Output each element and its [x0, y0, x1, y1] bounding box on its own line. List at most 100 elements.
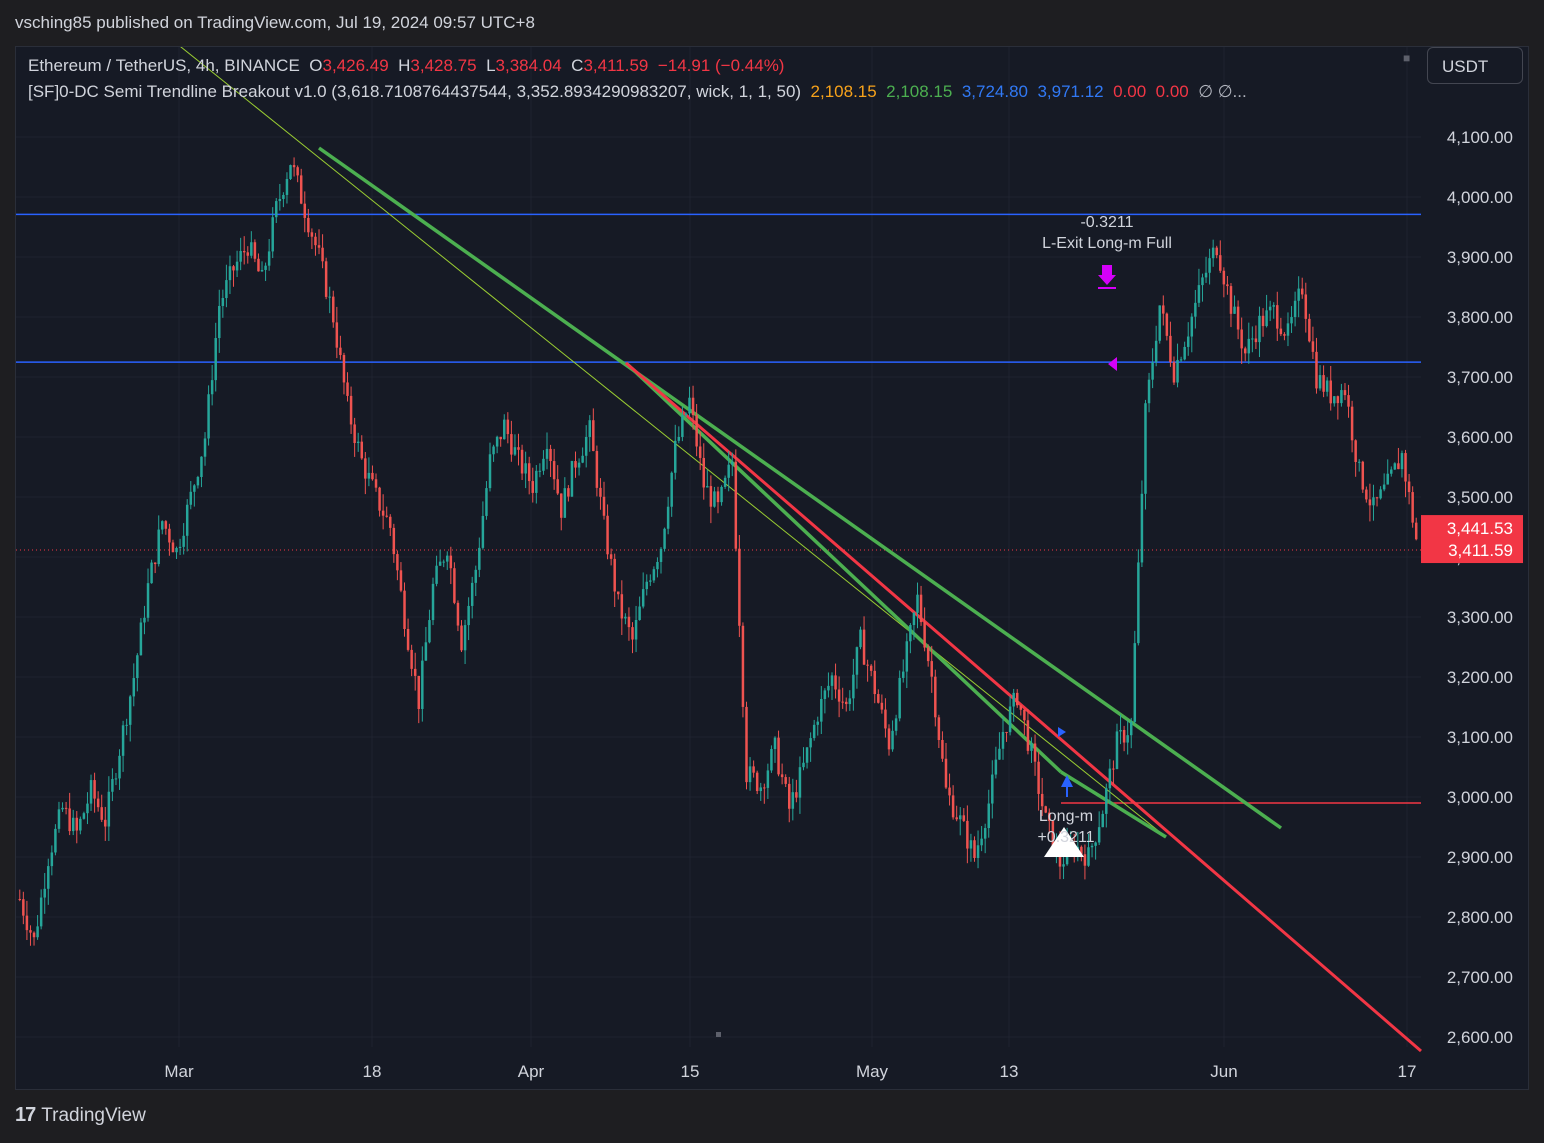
candle-body — [100, 807, 103, 820]
candle-body — [150, 562, 153, 584]
price-chart[interactable]: -0.3211 L-Exit Long-m Full Long-m +0.3211 4… — [16, 47, 1528, 1089]
y-tick-label: 3,200.00 — [1447, 668, 1513, 687]
candle-body — [438, 561, 442, 566]
entry-size-label: +0.3211 — [1037, 829, 1094, 846]
candle-body — [214, 338, 217, 381]
candle-body — [47, 866, 50, 889]
candle-body — [859, 629, 862, 648]
indicator-value-2: 2,108.15 — [886, 82, 953, 101]
candle-body — [909, 625, 912, 642]
candle-body — [1222, 270, 1226, 285]
candle-body — [1090, 845, 1094, 848]
candle-body — [210, 380, 214, 395]
candle-body — [563, 488, 567, 518]
candle-body — [1393, 463, 1397, 470]
published-info: vsching85 published on TradingView.com, … — [15, 13, 535, 32]
candle-body — [1033, 743, 1037, 762]
candle-body — [1133, 643, 1137, 722]
candle-body — [1062, 864, 1065, 867]
candle-body — [506, 419, 510, 435]
candle-body — [937, 717, 941, 741]
indicator-legend[interactable]: [SF]0-DC Semi Trendline Breakout v1.0 (3… — [28, 82, 1247, 102]
open-value: 3,426.49 — [322, 56, 389, 75]
x-tick-label: 13 — [1000, 1062, 1019, 1081]
candle-body — [1283, 334, 1286, 336]
candle-body — [1140, 493, 1144, 563]
candle-body — [1172, 362, 1176, 383]
candle-body — [185, 504, 189, 536]
candle-body — [332, 296, 335, 323]
candle-body — [969, 840, 973, 849]
candle-body — [96, 798, 100, 808]
candle-body — [1126, 735, 1129, 743]
symbol-label[interactable]: Ethereum / TetherUS, 4h, BINANCE — [28, 56, 300, 75]
candle-body — [798, 767, 802, 798]
candle-body — [1293, 300, 1297, 318]
candle-body — [1254, 338, 1258, 343]
candle-body — [588, 420, 592, 437]
candle-body — [1386, 473, 1389, 485]
candle-body — [314, 236, 317, 246]
candle-body — [1208, 258, 1211, 273]
candle-body — [1023, 709, 1026, 721]
candle-body — [79, 818, 82, 831]
candle-body — [641, 589, 645, 607]
candle-body — [1162, 305, 1165, 314]
candle-body — [620, 594, 624, 619]
candle-body — [677, 436, 681, 441]
candle-body — [520, 449, 524, 474]
candle-body — [299, 175, 303, 204]
candle-body — [1197, 285, 1201, 303]
tradingview-brand[interactable]: TradingView — [41, 1104, 146, 1126]
candle-body — [1343, 390, 1347, 396]
candle-body — [1240, 329, 1243, 349]
candle-body — [1300, 288, 1304, 295]
candle-body — [880, 702, 884, 710]
candle-body — [1297, 288, 1300, 301]
candle-body — [581, 455, 584, 463]
candle-body — [1318, 375, 1322, 389]
currency-button[interactable]: USDT — [1427, 47, 1523, 84]
candle-body — [1276, 305, 1279, 329]
candle-body — [802, 762, 805, 768]
candle-body — [303, 203, 307, 218]
candle-body — [1204, 272, 1208, 278]
candle-body — [684, 413, 688, 416]
exit-arrow-icon — [1098, 265, 1116, 285]
candle-body — [1272, 305, 1275, 307]
more-icon[interactable]: ■ — [1403, 51, 1411, 65]
candle-body — [449, 555, 453, 569]
candle-body — [1407, 481, 1411, 493]
candle-body — [495, 436, 499, 447]
x-tick-label: 15 — [681, 1062, 700, 1081]
candle-body — [659, 548, 663, 562]
candle-body — [178, 546, 182, 549]
candle-body — [830, 675, 834, 686]
candle-body — [1329, 380, 1332, 404]
candle-body — [1101, 813, 1104, 828]
candle-body — [584, 436, 588, 456]
candle-body — [538, 470, 542, 472]
candle-body — [1008, 706, 1012, 733]
candle-body — [531, 481, 535, 493]
candle-body — [1219, 255, 1222, 271]
candle-body — [513, 447, 517, 455]
candle-body — [68, 808, 71, 832]
candle-body — [1236, 306, 1240, 330]
candle-body — [481, 515, 485, 548]
candle-body — [770, 749, 773, 771]
exit-label: L-Exit Long-m Full — [1042, 235, 1172, 252]
candle-body — [926, 647, 930, 662]
candle-body — [296, 167, 299, 176]
candle-body — [406, 628, 410, 650]
chart-panel[interactable]: -0.3211 L-Exit Long-m Full Long-m +0.3211 4… — [15, 46, 1529, 1090]
candle-body — [396, 554, 399, 571]
candle-body — [1186, 336, 1190, 347]
candle-body — [175, 548, 178, 553]
candle-body — [1265, 310, 1268, 327]
candle-body — [877, 694, 880, 703]
candle-body — [353, 424, 356, 444]
candle-body — [139, 622, 143, 656]
candle-body — [791, 792, 795, 809]
y-tick-label: 3,900.00 — [1447, 248, 1513, 267]
